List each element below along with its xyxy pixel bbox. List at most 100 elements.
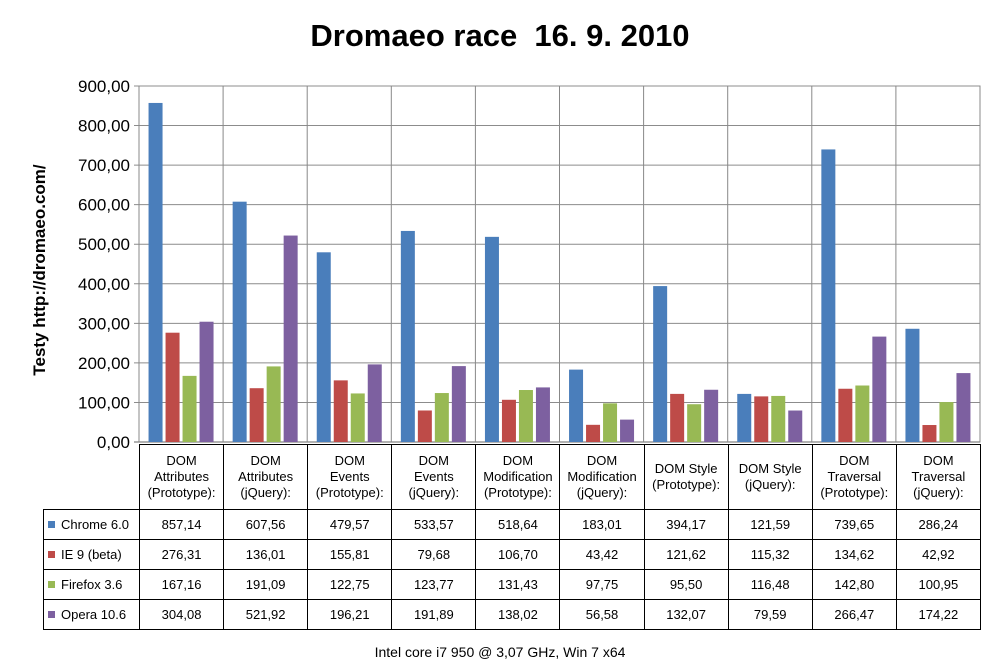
data-label: 857,14	[138, 509, 225, 540]
data-label: 142,80	[811, 569, 897, 600]
bar-firefox-3-6-7	[771, 395, 786, 442]
data-label: 123,77	[391, 569, 477, 600]
category-header-row: DOM Attributes (Prototype): DOM Attributes (j…	[43, 444, 981, 510]
y-tick-label: 300,00	[78, 314, 130, 333]
x-category-label-line: DOM	[250, 453, 281, 468]
x-category-label-line: (Prototype):	[315, 485, 384, 500]
bar-opera-10-6-7	[788, 410, 803, 442]
x-category-label-line: DOM Style	[654, 461, 718, 476]
bar-opera-10-6-5	[620, 419, 635, 442]
data-label: 42,92	[895, 539, 981, 570]
x-category-label: DOM Style (jQuery):	[727, 444, 813, 510]
data-label: 155,81	[307, 539, 393, 570]
data-label: 266,47	[811, 599, 897, 630]
bar-opera-10-6-3	[451, 366, 466, 442]
x-category-label: DOM Traversal (Prototype):	[811, 444, 897, 510]
bar-firefox-3-6-2	[350, 393, 365, 442]
legend-label: Opera 10.6	[61, 607, 127, 622]
data-label: 121,62	[643, 539, 729, 570]
bar-opera-10-6-0	[199, 321, 214, 442]
data-label: 518,64	[475, 509, 561, 540]
table-corner	[43, 444, 140, 510]
data-label: 276,31	[138, 539, 225, 570]
bar-ie-9-beta-6	[670, 393, 685, 442]
data-label: 304,08	[138, 599, 225, 630]
bar-firefox-3-6-1	[266, 366, 281, 442]
bar-chrome-6-0-1	[232, 201, 247, 442]
bar-firefox-3-6-4	[518, 390, 533, 442]
bar-firefox-3-6-0	[182, 375, 197, 442]
x-category-label-line: (Prototype):	[820, 485, 889, 500]
table-row: Chrome 6.0 857,14 607,56 479,57 533,57 518,64…	[43, 509, 981, 540]
x-category-label-line: (Prototype):	[652, 477, 721, 492]
data-label: 136,01	[223, 539, 309, 570]
legend-label: IE 9 (beta)	[61, 547, 122, 562]
data-label: 286,24	[895, 509, 981, 540]
bar-chrome-6-0-3	[400, 230, 415, 442]
legend-swatch	[48, 521, 55, 529]
legend-entry: Opera 10.6	[43, 599, 140, 630]
x-category-label: DOM Attributes (jQuery):	[223, 444, 309, 510]
x-category-label-line: Modification	[483, 469, 553, 484]
data-label: 196,21	[307, 599, 393, 630]
bar-ie-9-beta-1	[249, 388, 264, 442]
y-tick-label: 800,00	[78, 117, 130, 136]
x-category-label-line: DOM	[334, 453, 365, 468]
x-category-label: DOM Attributes (Prototype):	[138, 444, 225, 510]
y-tick-label: 100,00	[78, 393, 130, 412]
bar-chrome-6-0-4	[484, 236, 499, 442]
data-label: 739,65	[811, 509, 897, 540]
y-tick-label: 400,00	[78, 275, 130, 294]
data-label: 521,92	[223, 599, 309, 630]
x-category-label-line: Events	[329, 469, 370, 484]
bar-ie-9-beta-7	[754, 396, 769, 442]
x-category-label-line: Attributes	[238, 469, 294, 484]
data-label: 533,57	[391, 509, 477, 540]
x-category-label-line: DOM	[166, 453, 197, 468]
bar-opera-10-6-2	[367, 364, 382, 442]
data-label: 191,09	[223, 569, 309, 600]
bar-ie-9-beta-4	[501, 399, 516, 442]
y-tick-label: 600,00	[78, 196, 130, 215]
bar-firefox-3-6-9	[939, 402, 954, 442]
data-label: 95,50	[643, 569, 729, 600]
bar-firefox-3-6-8	[855, 385, 870, 442]
data-label: 191,89	[391, 599, 477, 630]
bar-ie-9-beta-8	[838, 388, 853, 442]
x-category-label-line: Traversal	[827, 469, 882, 484]
x-category-label-line: (Prototype):	[147, 485, 216, 500]
data-label: 167,16	[138, 569, 225, 600]
legend-label: Firefox 3.6	[61, 577, 123, 592]
x-category-label-line: DOM	[502, 453, 534, 468]
x-category-label-line: (jQuery):	[913, 485, 964, 500]
data-label: 131,43	[475, 569, 561, 600]
data-label: 100,95	[895, 569, 981, 600]
bar-chrome-6-0-0	[148, 102, 163, 442]
x-category-label: DOM Events (jQuery):	[391, 444, 477, 510]
x-category-label: DOM Traversal (jQuery):	[895, 444, 981, 510]
data-label: 97,75	[559, 569, 645, 600]
x-category-label-line: DOM Style	[738, 461, 802, 476]
x-category-label-line: (jQuery):	[240, 485, 291, 500]
x-category-label-line: DOM	[586, 453, 618, 468]
data-label: 43,42	[559, 539, 645, 570]
x-category-label-line: (jQuery):	[576, 485, 628, 500]
bar-opera-10-6-1	[283, 235, 298, 442]
x-category-label-line: DOM	[418, 453, 449, 468]
bar-chrome-6-0-2	[316, 252, 331, 442]
bar-chrome-6-0-8	[821, 149, 836, 442]
bar-firefox-3-6-5	[603, 403, 618, 442]
x-category-label-line: Attributes	[154, 469, 209, 484]
legend-swatch	[48, 581, 55, 589]
chart-title: Dromaeo race 16. 9. 2010	[310, 18, 690, 53]
legend-entry: Firefox 3.6	[43, 569, 140, 600]
x-category-label-line: DOM	[923, 453, 954, 468]
data-label: 122,75	[307, 569, 393, 600]
legend-entry: IE 9 (beta)	[43, 539, 140, 570]
x-category-label-line: Events	[413, 469, 454, 484]
x-category-label-line: DOM	[839, 453, 870, 468]
bar-chrome-6-0-7	[737, 393, 752, 442]
y-tick-label: 500,00	[78, 235, 130, 254]
data-label: 56,58	[559, 599, 645, 630]
bar-ie-9-beta-0	[165, 332, 180, 442]
